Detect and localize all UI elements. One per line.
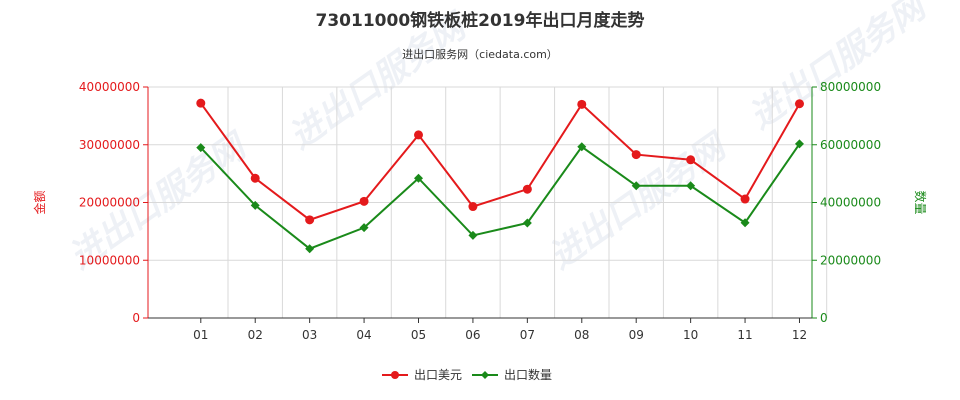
data-point-series-2 [686, 181, 696, 191]
watermark-layer: 进出口服务网进出口服务网进出口服务网进出口服务网 [62, 0, 936, 277]
y-left-tick-label: 40000000 [79, 80, 140, 94]
x-tick-label: 06 [465, 328, 480, 342]
x-tick-label: 05 [411, 328, 426, 342]
y-left-axis-label: 金额 [32, 190, 47, 214]
y-left-tick-label: 10000000 [79, 253, 140, 267]
x-tick-label: 03 [302, 328, 317, 342]
data-point-series-2 [522, 218, 532, 228]
legend: 出口美元 出口数量 [382, 367, 552, 382]
legend-marker-1 [391, 371, 399, 379]
data-point-series-1 [359, 196, 369, 206]
data-point-series-2 [196, 143, 206, 153]
data-point-series-2 [359, 223, 369, 233]
data-point-series-1 [740, 194, 750, 204]
data-point-series-1 [577, 99, 587, 109]
chart-subtitle: 进出口服务网（ciedata.com） [402, 47, 558, 61]
x-tick-label: 12 [792, 328, 807, 342]
y-right-tick-label: 60000000 [820, 138, 881, 152]
y-left-tick-label: 20000000 [79, 196, 140, 210]
legend-label-1: 出口美元 [414, 368, 462, 382]
data-point-series-2 [305, 244, 315, 254]
y-right-tick-label: 40000000 [820, 196, 881, 210]
y-right-tick-label: 0 [820, 311, 828, 325]
series-layer [196, 98, 804, 254]
x-tick-label: 10 [683, 328, 698, 342]
y-right-tick-label: 20000000 [820, 253, 881, 267]
y-right-tick-label: 80000000 [820, 80, 881, 94]
data-point-series-1 [631, 150, 641, 160]
legend-marker-2 [481, 371, 489, 379]
data-point-series-1 [250, 173, 260, 183]
x-tick-label: 07 [520, 328, 535, 342]
data-point-series-1 [686, 155, 696, 165]
y-left-tick-label: 0 [132, 311, 140, 325]
data-point-series-1 [196, 98, 206, 108]
data-point-series-2 [250, 200, 260, 210]
data-point-series-2 [631, 181, 641, 191]
data-point-series-1 [305, 215, 315, 225]
data-point-series-2 [468, 230, 478, 240]
legend-label-2: 出口数量 [504, 367, 552, 382]
data-point-series-2 [740, 218, 750, 228]
x-tick-label: 02 [248, 328, 263, 342]
x-tick-label: 01 [193, 328, 208, 342]
data-point-series-1 [413, 130, 423, 140]
x-tick-label: 08 [574, 328, 589, 342]
axes: 0 10000000 20000000 30000000 40000000 0 200000… [32, 80, 928, 342]
data-point-series-1 [468, 202, 478, 212]
x-tick-label: 09 [629, 328, 644, 342]
series-line-1 [199, 102, 801, 221]
watermark-text: 进出口服务网 [742, 0, 936, 137]
chart-title: 73011000钢铁板桩2019年出口月度走势 [316, 10, 645, 31]
y-left-tick-label: 30000000 [79, 138, 140, 152]
data-point-series-1 [794, 99, 804, 109]
data-point-series-2 [413, 173, 423, 183]
data-point-series-2 [794, 139, 804, 149]
series-line-2 [200, 143, 801, 250]
watermark-text: 进出口服务网 [542, 125, 736, 278]
data-point-series-1 [522, 184, 532, 194]
x-tick-label: 04 [356, 328, 371, 342]
y-right-axis-label: 数量 [913, 190, 928, 214]
data-point-series-2 [577, 142, 587, 152]
x-tick-label: 11 [737, 328, 752, 342]
